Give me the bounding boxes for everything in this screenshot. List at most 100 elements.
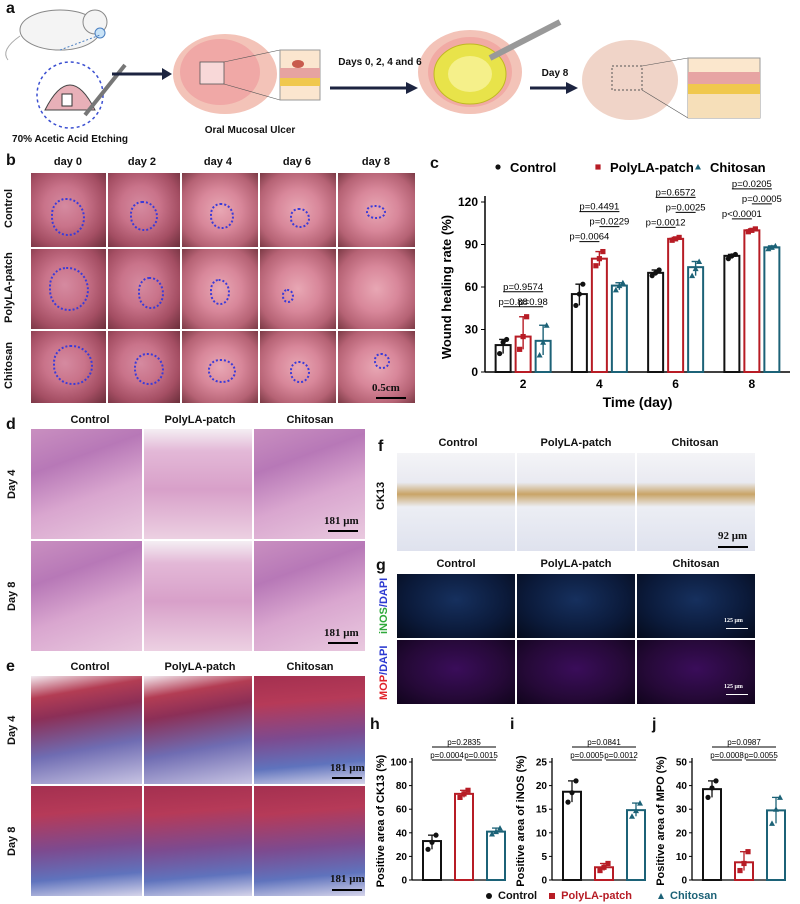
- masson-section: [30, 785, 143, 897]
- p-value-label: p=0.0841: [587, 738, 621, 747]
- ck13-row-label: CK13: [375, 481, 387, 511]
- data-point: [500, 339, 506, 345]
- y-tick-label: 90: [465, 238, 479, 252]
- mpo-image: [636, 639, 756, 705]
- data-point: [569, 790, 575, 796]
- y-tick-label: 0: [541, 876, 547, 887]
- scale-bar-label: 181 μm: [324, 515, 359, 527]
- data-point: [745, 229, 751, 235]
- masson-col-header: Chitosan: [286, 661, 334, 673]
- wound-photo: [30, 330, 107, 404]
- p-value-label: p<0.0001: [722, 209, 762, 220]
- masson-section: [143, 675, 253, 785]
- panel-label-f: f: [378, 438, 384, 455]
- fluor-row-label: MOP/DAPI: [378, 645, 390, 701]
- schematic-step1: 70% Acetic Acid Etching: [12, 134, 128, 145]
- bar: [562, 790, 582, 881]
- data-point: [732, 251, 738, 258]
- bottom-legend: Control PolyLA-patch Chitosan: [486, 890, 717, 902]
- inos-bar-chart: 0 5 10 15 20 25 Positive area of iNOS (%) p=0.0…: [515, 738, 646, 887]
- data-point: [520, 333, 526, 340]
- data-point: [600, 248, 606, 255]
- masson-section: [143, 785, 253, 897]
- he-section: [30, 428, 143, 540]
- scale-bar: [328, 530, 358, 532]
- bar: [590, 257, 608, 373]
- masson-row-label: Day 4: [6, 715, 18, 745]
- wound-healing-chart: Control PolyLA-patch Chitosan 0 30 60 90 120 2 4 6…: [439, 160, 790, 410]
- y-tick-label: 40: [396, 828, 408, 839]
- data-point: [425, 846, 431, 852]
- data-point: [596, 256, 602, 262]
- data-point: [649, 273, 655, 279]
- wound-photo: [181, 248, 259, 330]
- data-point: [540, 339, 547, 345]
- p-value-label: p=0.0025: [666, 202, 706, 213]
- fluor-col-header: Chitosan: [672, 558, 720, 570]
- data-point: [573, 302, 579, 309]
- ck13-section: [516, 452, 636, 552]
- p-value-label: p=0.88: [498, 297, 527, 308]
- mpo-image: [396, 639, 516, 705]
- data-point: [673, 236, 679, 242]
- p-value-label: p=0.0012: [604, 751, 638, 760]
- p-value-label: p=0.0987: [727, 738, 761, 747]
- panel-label-i: i: [510, 716, 515, 733]
- histology-col-header: Control: [70, 414, 110, 426]
- data-point: [669, 237, 675, 243]
- y-tick-label: 20: [396, 852, 408, 863]
- scale-bar: [376, 397, 406, 399]
- he-section: [253, 428, 366, 540]
- data-point: [637, 800, 643, 806]
- wound-photo: [259, 330, 337, 404]
- bar: [743, 229, 761, 374]
- photo-day-header: day 8: [361, 156, 391, 168]
- y-tick-label: 30: [465, 323, 479, 337]
- data-point: [433, 832, 439, 838]
- mpo-bar-chart: 0 10 20 30 40 50 Positive area of MPO (%) p=0.0…: [655, 738, 786, 887]
- he-section: [143, 428, 253, 540]
- legend-entry-polyla: PolyLA-patch: [549, 890, 632, 902]
- wound-photo: [259, 172, 337, 248]
- bar: [647, 271, 665, 373]
- panel-label-e: e: [6, 658, 15, 675]
- legend-entry-chitosan: Chitosan: [658, 890, 717, 902]
- schematic-illustration: [5, 9, 761, 129]
- wound-photo: [107, 330, 181, 404]
- legend-label: Chitosan: [710, 160, 766, 175]
- y-tick-label: 0: [471, 365, 478, 379]
- fluor-col-header: PolyLA-patch: [540, 558, 612, 570]
- bar: [687, 266, 705, 373]
- data-point: [713, 778, 719, 784]
- x-tick-label: 8: [749, 377, 756, 391]
- data-point: [773, 806, 779, 812]
- data-point: [429, 839, 435, 845]
- data-point: [461, 791, 467, 797]
- data-point: [580, 281, 586, 287]
- data-point: [653, 270, 659, 276]
- data-point: [689, 272, 696, 279]
- data-point: [576, 291, 582, 297]
- scale-bar: [726, 628, 748, 629]
- data-point: [737, 867, 743, 874]
- p-value-label: p=0.9574: [503, 282, 543, 293]
- p-value-label: p=0.0229: [589, 217, 629, 228]
- wound-photo: [337, 330, 416, 404]
- bar: [610, 284, 628, 373]
- scale-bar-label: 92 μm: [718, 530, 748, 542]
- masson-section: [30, 675, 143, 785]
- data-point: [769, 820, 775, 826]
- y-tick-label: 60: [465, 280, 479, 294]
- y-tick-label: 5: [541, 852, 547, 863]
- data-point: [565, 799, 571, 805]
- y-tick-label: 25: [536, 758, 548, 769]
- scale-bar-label: 181 μm: [330, 873, 365, 885]
- bar: [723, 254, 741, 373]
- data-point: [725, 256, 731, 262]
- legend-label: Control: [510, 160, 556, 175]
- masson-row-label: Day 8: [6, 826, 18, 856]
- data-point: [495, 164, 501, 170]
- he-section: [253, 540, 366, 652]
- panel-label-g: g: [376, 557, 386, 574]
- p-value-label: p=0.98: [518, 297, 547, 308]
